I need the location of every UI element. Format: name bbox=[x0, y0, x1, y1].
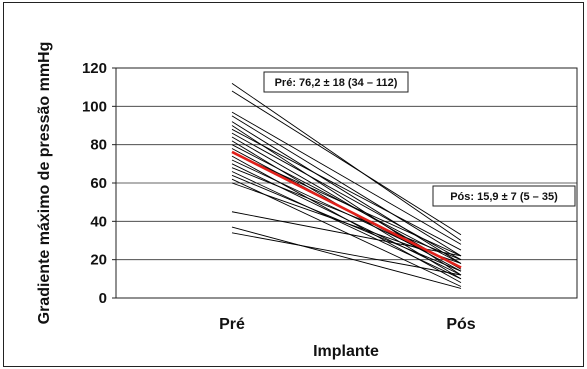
annotation-pos-box bbox=[432, 185, 576, 207]
y-tick-label: 100 bbox=[82, 98, 107, 115]
patient-series-line bbox=[231, 111, 462, 245]
x-axis-title: Implante bbox=[313, 343, 379, 360]
patient-series-line bbox=[231, 171, 462, 280]
y-tick-label: 120 bbox=[82, 60, 107, 77]
mean-series-line bbox=[231, 150, 462, 269]
annotation-pos: Pós: 15,9 ± 7 (5 – 35) bbox=[432, 185, 576, 207]
x-tick-label-pos: Pós bbox=[446, 316, 475, 333]
patient-series-line bbox=[231, 115, 462, 257]
patient-series-line bbox=[231, 90, 462, 236]
patient-series-line bbox=[231, 163, 462, 276]
patient-series-line bbox=[231, 182, 462, 264]
y-tick-label: 80 bbox=[90, 137, 107, 154]
figure-border bbox=[3, 2, 584, 367]
patient-series-line bbox=[231, 121, 462, 264]
annotation-pos-text: Pós: 15,9 ± 7 (5 – 35) bbox=[450, 191, 558, 203]
patient-series-line bbox=[231, 226, 462, 289]
patient-series-line bbox=[231, 82, 462, 241]
patient-series-line bbox=[231, 151, 462, 257]
y-tick-labels: 0 20 40 60 80 100 120 bbox=[82, 60, 116, 307]
y-tick-label: 0 bbox=[99, 290, 107, 307]
y-tick-label: 40 bbox=[90, 213, 107, 230]
annotation-pre-box bbox=[263, 71, 409, 93]
series-lines bbox=[231, 82, 462, 289]
gridlines bbox=[116, 105, 577, 261]
patient-series-line bbox=[231, 128, 462, 251]
annotation-pre-text: Pré: 76,2 ± 18 (34 – 112) bbox=[275, 77, 398, 89]
patient-series-line bbox=[231, 232, 462, 276]
patient-series-line bbox=[231, 167, 462, 261]
y-axis-title: Gradiente máximo de pressão mmHg bbox=[36, 42, 53, 325]
y-tick-label: 60 bbox=[90, 175, 107, 192]
y-tick-label: 20 bbox=[90, 252, 107, 269]
x-tick-label-pre: Pré bbox=[219, 316, 245, 333]
patient-series-line bbox=[231, 178, 462, 287]
annotation-pre: Pré: 76,2 ± 18 (34 – 112) bbox=[263, 71, 409, 93]
